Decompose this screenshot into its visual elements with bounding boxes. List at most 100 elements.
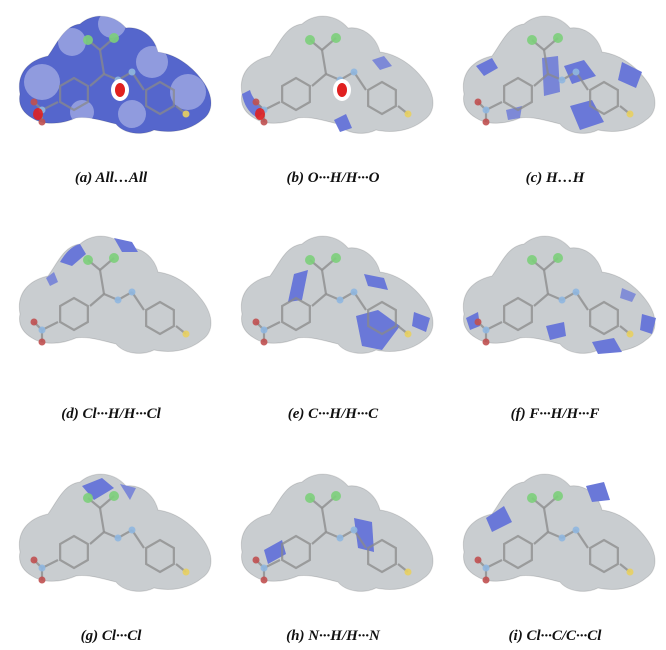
- surface-highlight: [70, 100, 94, 124]
- oxygen-atom: [474, 318, 482, 326]
- bond: [98, 269, 106, 295]
- caption-d: (d) Cl···H/H···Cl: [61, 406, 161, 422]
- panel-i: [446, 460, 664, 610]
- benzene-ring: [503, 76, 533, 112]
- contact-patch: [412, 312, 430, 332]
- close-contact-spots: [255, 79, 351, 120]
- molecule-wireframe: [252, 33, 412, 126]
- contact-patch: [586, 482, 610, 502]
- o-h-contact-spot: [33, 108, 43, 120]
- contact-patch: [354, 518, 374, 552]
- molecular-surface: [18, 473, 212, 592]
- caption-c: (c) H…H: [525, 170, 585, 186]
- panel-f: [446, 222, 664, 372]
- hirshfeld-surface-c: [462, 15, 656, 134]
- o-h-contact-spot: [337, 83, 347, 97]
- benzene-ring: [503, 296, 533, 332]
- molecular-surface: [240, 473, 434, 592]
- panel-c: [446, 2, 664, 152]
- oxygen-atom: [482, 118, 490, 126]
- oxygen-atom: [38, 118, 46, 126]
- bond: [320, 269, 328, 295]
- caption-g: (g) Cl···Cl: [80, 628, 142, 644]
- molecule-wireframe: [30, 253, 190, 346]
- molecule-wireframe: [252, 253, 412, 346]
- oxygen-atom: [474, 98, 482, 106]
- molecular-surface: [462, 473, 656, 592]
- molecule-wireframe: [474, 253, 634, 346]
- contact-patch: [288, 270, 308, 302]
- oxygen-atom: [482, 576, 490, 584]
- caption-h: (h) N···H/H···N: [286, 628, 380, 644]
- o-h-contact-spot: [255, 108, 265, 120]
- oxygen-atom: [30, 556, 38, 564]
- chlorine-atom: [305, 493, 315, 503]
- nitrogen-atom: [128, 526, 136, 534]
- chlorine-atom: [553, 33, 563, 43]
- oxygen-atom: [38, 338, 46, 346]
- nitrogen-atom: [558, 534, 566, 542]
- oxygen-atom: [260, 338, 268, 346]
- nitrogen-atom: [114, 534, 122, 542]
- caption-a: (a) All…All: [74, 170, 148, 186]
- benzene-ring: [589, 538, 619, 574]
- benzene-ring: [281, 76, 311, 112]
- bond: [131, 291, 145, 311]
- panel-b: [224, 2, 442, 152]
- chlorine-atom: [553, 253, 563, 263]
- nitrogen-atom: [260, 326, 268, 334]
- nitrogen-atom: [38, 326, 46, 334]
- bond: [533, 73, 549, 87]
- chlorine-atom: [109, 253, 119, 263]
- caption-f: (f) F···H/H···F: [510, 406, 600, 422]
- contact-patch: [466, 312, 480, 330]
- molecule-wireframe: [30, 33, 190, 126]
- nitrogen-atom: [336, 534, 344, 542]
- molecular-surface: [18, 15, 212, 134]
- bond: [353, 291, 367, 311]
- chlorine-atom: [527, 493, 537, 503]
- contact-patch: [618, 62, 642, 88]
- contact-patch: [570, 100, 604, 130]
- benzene-ring: [59, 534, 89, 570]
- benzene-ring: [367, 538, 397, 574]
- bond: [89, 293, 105, 307]
- fluorine-atom: [626, 568, 634, 576]
- surface-highlight: [24, 64, 60, 100]
- oxygen-atom: [30, 318, 38, 326]
- surface-highlight: [170, 74, 206, 110]
- nitrogen-atom: [114, 296, 122, 304]
- fluorine-atom: [182, 110, 190, 118]
- hirshfeld-surface-i: [462, 473, 656, 592]
- molecular-surface: [18, 235, 212, 354]
- benzene-ring: [367, 80, 397, 116]
- contact-patch: [486, 506, 512, 532]
- contact-patch: [60, 244, 86, 266]
- bond: [542, 49, 550, 75]
- panel-a: [2, 2, 220, 152]
- hirshfeld-surface-b: [240, 15, 434, 134]
- nitrogen-atom: [350, 526, 358, 534]
- bond: [353, 71, 367, 91]
- hirshfeld-surface-a: [18, 10, 212, 134]
- oxygen-atom: [260, 118, 268, 126]
- nitrogen-atom: [350, 288, 358, 296]
- oxygen-atom: [482, 338, 490, 346]
- nitrogen-atom: [38, 564, 46, 572]
- contact-patch: [364, 274, 388, 290]
- contact-patch: [640, 314, 656, 334]
- benzene-ring: [59, 76, 89, 112]
- benzene-ring: [589, 80, 619, 116]
- molecule-wireframe: [474, 491, 634, 584]
- benzene-ring: [59, 296, 89, 332]
- contact-patch: [546, 322, 566, 340]
- chlorine-atom: [331, 33, 341, 43]
- panel-e: [224, 222, 442, 372]
- molecular-surface: [240, 15, 434, 134]
- molecular-surface: [462, 15, 656, 134]
- panel-h: [224, 460, 442, 610]
- contact-patch: [334, 114, 352, 132]
- bond: [311, 73, 327, 87]
- fluorine-atom: [404, 568, 412, 576]
- nitrogen-atom: [558, 296, 566, 304]
